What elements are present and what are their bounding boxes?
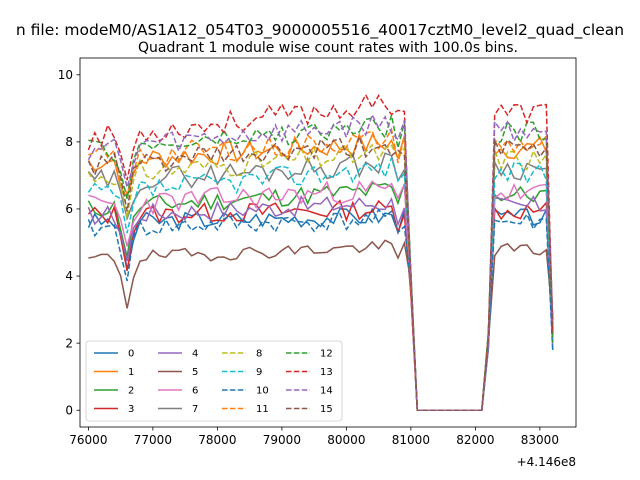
- legend-label-14: 14: [320, 386, 333, 397]
- series-line-15: [87, 134, 554, 411]
- y-tick-label: 6: [65, 202, 73, 216]
- x-tick-label: 78000: [198, 433, 236, 447]
- legend-label-7: 7: [192, 404, 198, 415]
- figure-suptitle: n file: modeM0/AS1A12_054T03_9000005516_…: [16, 21, 624, 40]
- series-line-14: [87, 112, 554, 411]
- legend-label-13: 13: [320, 367, 333, 378]
- axes-layer: 76000 77000 78000 79000 80000 81000 82000 83000…: [58, 57, 577, 447]
- x-tick-label: 80000: [327, 433, 365, 447]
- y-tick-label: 0: [65, 403, 73, 417]
- legend-label-2: 2: [128, 386, 134, 397]
- legend-label-8: 8: [256, 349, 262, 360]
- series-layer: [87, 93, 554, 411]
- axes-frame: [79, 57, 577, 428]
- y-tick-label: 4: [65, 269, 73, 283]
- x-tick-label: 81000: [392, 433, 430, 447]
- x-tick-label: 77000: [134, 433, 172, 447]
- series-line-12: [88, 115, 554, 411]
- legend-label-10: 10: [256, 386, 269, 397]
- legend-label-3: 3: [128, 404, 134, 415]
- chart-title: Quadrant 1 module wise count rates with …: [138, 40, 518, 56]
- legend-label-6: 6: [192, 386, 198, 397]
- legend-label-15: 15: [320, 404, 333, 415]
- legend-label-12: 12: [320, 349, 333, 360]
- legend-label-5: 5: [192, 367, 198, 378]
- x-tick-label: 83000: [521, 433, 559, 447]
- legend-label-4: 4: [192, 349, 198, 360]
- legend-label-9: 9: [256, 367, 262, 378]
- y-tick-label: 2: [65, 336, 73, 350]
- x-axis-offset-label: +4.146e8: [517, 455, 576, 469]
- y-tick-label: 10: [58, 68, 73, 82]
- legend-label-0: 0: [128, 349, 134, 360]
- x-tick-label: 82000: [456, 433, 494, 447]
- y-tick-label: 8: [65, 135, 73, 149]
- x-tick-label: 79000: [263, 433, 301, 447]
- legend-label-1: 1: [128, 367, 134, 378]
- legend-box: [85, 340, 343, 422]
- x-tick-label: 76000: [69, 433, 107, 447]
- legend-label-11: 11: [256, 404, 269, 415]
